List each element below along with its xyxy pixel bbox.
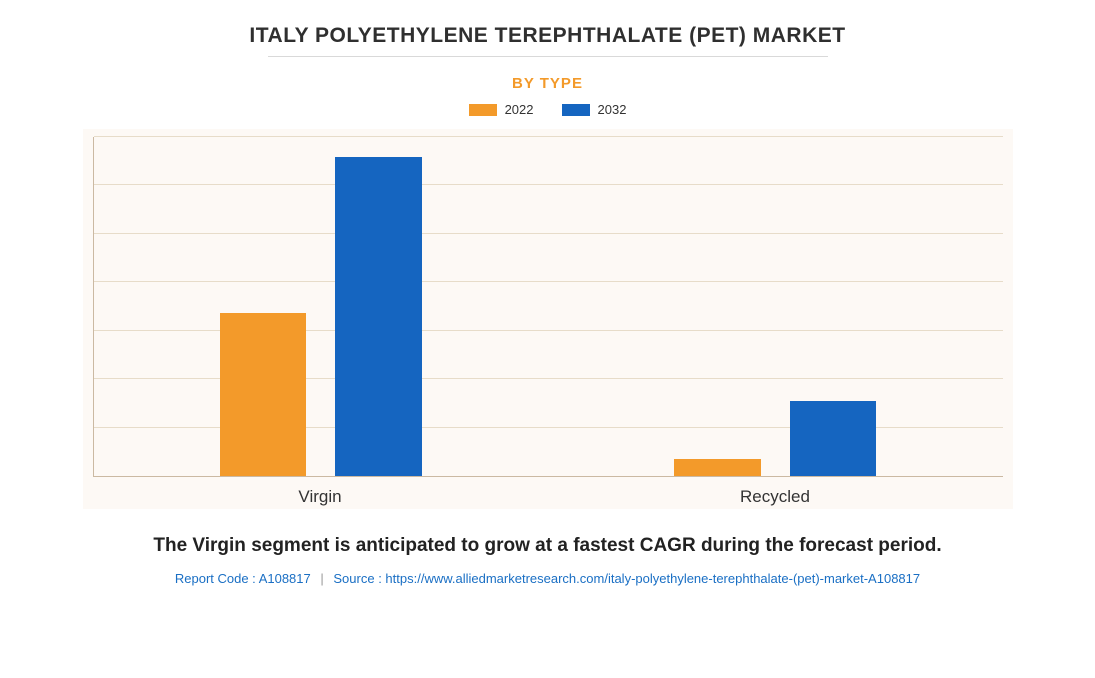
chart-title: ITALY POLYETHYLENE TEREPHTHALATE (PET) M… (0, 0, 1095, 48)
xlabel-recycled: Recycled (548, 487, 1003, 507)
footer: Report Code : A108817 | Source : https:/… (0, 571, 1095, 586)
report-code-label: Report Code : (175, 571, 259, 586)
chart-caption: The Virgin segment is anticipated to gro… (0, 535, 1095, 557)
legend-item-2022: 2022 (469, 102, 534, 117)
legend-swatch-2022 (469, 104, 497, 116)
report-code: A108817 (259, 571, 311, 586)
gridline (94, 184, 1003, 185)
bar-virgin-2022 (220, 313, 306, 476)
footer-separator: | (320, 571, 323, 586)
x-axis-labels: Virgin Recycled (93, 487, 1003, 507)
source-label: Source : (333, 571, 385, 586)
gridline (94, 136, 1003, 137)
chart-subtitle: BY TYPE (0, 75, 1095, 92)
plot-area (93, 137, 1003, 477)
legend-label-2032: 2032 (598, 102, 627, 117)
title-underline (268, 56, 828, 57)
gridline (94, 281, 1003, 282)
bar-virgin-2032 (335, 157, 421, 476)
source-url: https://www.alliedmarketresearch.com/ita… (385, 571, 920, 586)
legend: 2022 2032 (0, 102, 1095, 117)
legend-item-2032: 2032 (562, 102, 627, 117)
legend-swatch-2032 (562, 104, 590, 116)
bar-recycled-2022 (674, 459, 760, 476)
legend-label-2022: 2022 (505, 102, 534, 117)
chart-area: Virgin Recycled (83, 129, 1013, 509)
bar-recycled-2032 (790, 401, 876, 476)
xlabel-virgin: Virgin (93, 487, 548, 507)
gridline (94, 233, 1003, 234)
